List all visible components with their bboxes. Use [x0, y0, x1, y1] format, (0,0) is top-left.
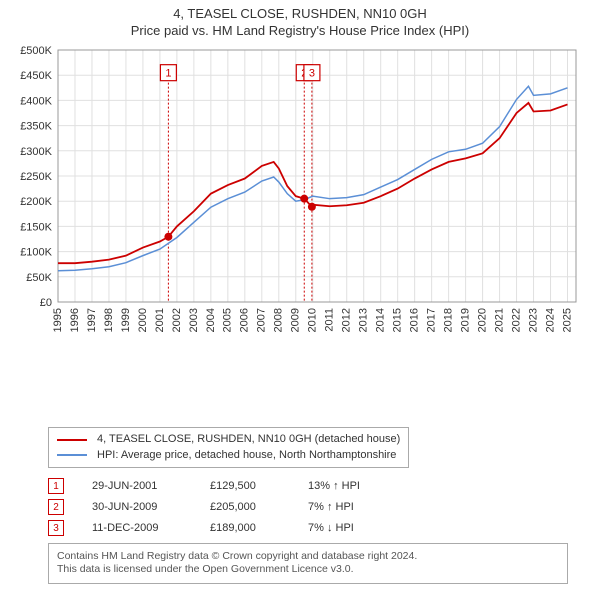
svg-text:£150K: £150K	[20, 221, 52, 233]
svg-text:2015: 2015	[392, 308, 404, 332]
svg-text:£300K: £300K	[20, 146, 52, 158]
svg-text:£450K: £450K	[20, 70, 52, 82]
svg-text:2021: 2021	[493, 308, 505, 332]
svg-text:1995: 1995	[52, 308, 64, 332]
svg-text:2017: 2017	[426, 308, 438, 332]
svg-text:1996: 1996	[69, 308, 81, 332]
svg-text:2018: 2018	[443, 308, 455, 332]
svg-text:£350K: £350K	[20, 120, 52, 132]
chart: £0 £50K £100K £150K £200K £250K £300K £350K £400…	[10, 44, 590, 421]
svg-text:2022: 2022	[510, 308, 522, 332]
svg-text:£500K: £500K	[20, 45, 52, 57]
tx-delta: 13% ↑ HPI	[308, 476, 398, 497]
page: 4, TEASEL CLOSE, RUSHDEN, NN10 0GH Price…	[0, 0, 600, 590]
svg-text:£400K: £400K	[20, 95, 52, 107]
svg-text:2007: 2007	[256, 308, 268, 332]
legend: 4, TEASEL CLOSE, RUSHDEN, NN10 0GH (deta…	[48, 427, 409, 468]
svg-text:2011: 2011	[324, 308, 336, 332]
svg-text:£100K: £100K	[20, 246, 52, 258]
tx-date: 11-DEC-2009	[92, 518, 182, 539]
tx-delta: 7% ↑ HPI	[308, 497, 398, 518]
svg-text:2001: 2001	[154, 308, 166, 332]
svg-text:2023: 2023	[527, 308, 539, 332]
attribution-footer: Contains HM Land Registry data © Crown c…	[48, 543, 568, 584]
title-block: 4, TEASEL CLOSE, RUSHDEN, NN10 0GH Price…	[10, 6, 590, 40]
table-row: 3 11-DEC-2009 £189,000 7% ↓ HPI	[48, 518, 590, 539]
svg-text:2008: 2008	[273, 308, 285, 332]
footer-line: This data is licensed under the Open Gov…	[57, 563, 559, 577]
svg-text:2020: 2020	[476, 308, 488, 332]
svg-text:£250K: £250K	[20, 171, 52, 183]
tx-price: £189,000	[210, 518, 280, 539]
legend-row: 4, TEASEL CLOSE, RUSHDEN, NN10 0GH (deta…	[57, 432, 400, 447]
svg-text:2024: 2024	[544, 308, 556, 332]
tx-date: 29-JUN-2001	[92, 476, 182, 497]
tx-date: 30-JUN-2009	[92, 497, 182, 518]
legend-swatch	[57, 454, 87, 456]
title-address: 4, TEASEL CLOSE, RUSHDEN, NN10 0GH	[10, 6, 590, 23]
svg-text:2002: 2002	[171, 308, 183, 332]
svg-text:2009: 2009	[290, 308, 302, 332]
svg-text:2006: 2006	[239, 308, 251, 332]
svg-text:2012: 2012	[341, 308, 353, 332]
svg-text:1999: 1999	[120, 308, 132, 332]
svg-text:2019: 2019	[460, 308, 472, 332]
svg-text:2016: 2016	[409, 308, 421, 332]
tx-delta: 7% ↓ HPI	[308, 518, 398, 539]
svg-text:2005: 2005	[222, 308, 234, 332]
legend-swatch	[57, 439, 87, 441]
svg-text:2010: 2010	[307, 308, 319, 332]
marker-icon: 3	[48, 520, 64, 536]
svg-text:2014: 2014	[375, 308, 387, 332]
transaction-table: 1 29-JUN-2001 £129,500 13% ↑ HPI 2 30-JU…	[48, 476, 590, 539]
marker-icon: 2	[48, 499, 64, 515]
svg-text:2025: 2025	[561, 308, 573, 332]
svg-text:2003: 2003	[188, 308, 200, 332]
tx-price: £129,500	[210, 476, 280, 497]
svg-text:3: 3	[309, 67, 315, 79]
svg-text:1998: 1998	[103, 308, 115, 332]
title-subtitle: Price paid vs. HM Land Registry's House …	[10, 23, 590, 40]
legend-label: HPI: Average price, detached house, Nort…	[97, 448, 396, 463]
svg-text:2013: 2013	[358, 308, 370, 332]
svg-text:£200K: £200K	[20, 196, 52, 208]
svg-text:2004: 2004	[205, 308, 217, 332]
svg-text:£0: £0	[40, 297, 52, 309]
footer-line: Contains HM Land Registry data © Crown c…	[57, 550, 559, 564]
legend-row: HPI: Average price, detached house, Nort…	[57, 448, 400, 463]
svg-text:£50K: £50K	[26, 272, 52, 284]
svg-text:1997: 1997	[86, 308, 98, 332]
marker-icon: 1	[48, 478, 64, 494]
svg-text:2000: 2000	[137, 308, 149, 332]
chart-svg: £0 £50K £100K £150K £200K £250K £300K £350K £400…	[10, 44, 590, 344]
tx-price: £205,000	[210, 497, 280, 518]
legend-label: 4, TEASEL CLOSE, RUSHDEN, NN10 0GH (deta…	[97, 432, 400, 447]
table-row: 2 30-JUN-2009 £205,000 7% ↑ HPI	[48, 497, 590, 518]
table-row: 1 29-JUN-2001 £129,500 13% ↑ HPI	[48, 476, 590, 497]
svg-text:1: 1	[165, 67, 171, 79]
